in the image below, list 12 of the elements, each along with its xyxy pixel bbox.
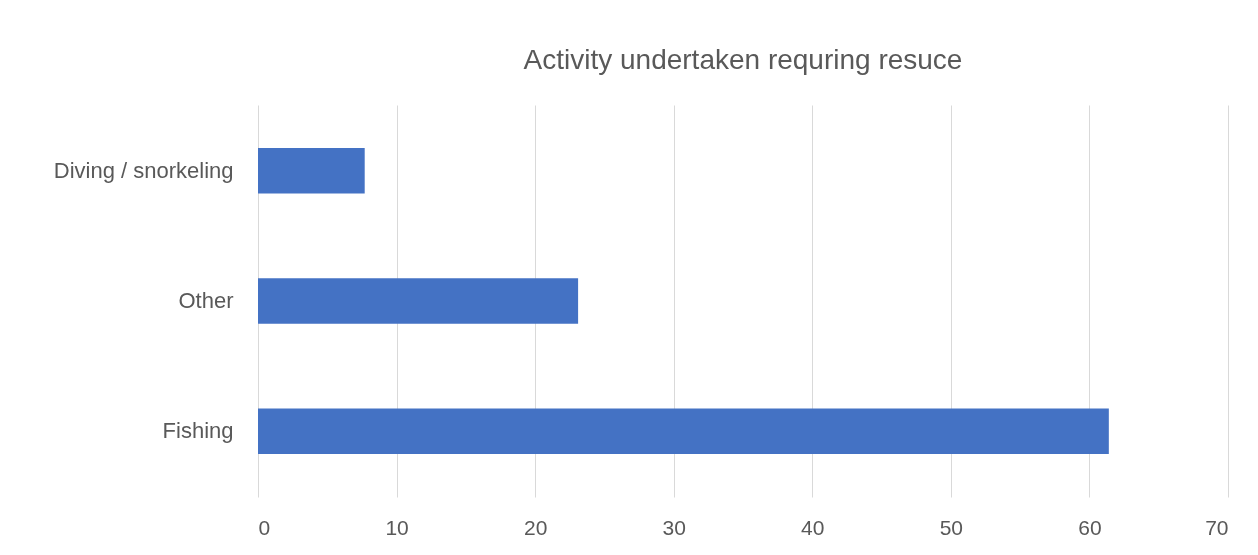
x-tick-label: 10 [385,515,409,539]
x-tick-label: 50 [939,515,964,539]
y-tick-label: Other [178,288,234,313]
x-tick-label: 40 [801,515,825,539]
x-tick-label: 70 [1205,515,1229,539]
x-tick-label: 0 [258,515,271,539]
chart-title: Activity undertaken requring resuce [523,44,963,75]
y-tick-label: Diving / snorkeling [53,157,234,183]
x-tick-label: 20 [523,515,548,539]
x-tick-label: 30 [662,515,686,539]
y-tick-label: Fishing [162,418,234,444]
x-tick-label: 60 [1078,515,1102,539]
